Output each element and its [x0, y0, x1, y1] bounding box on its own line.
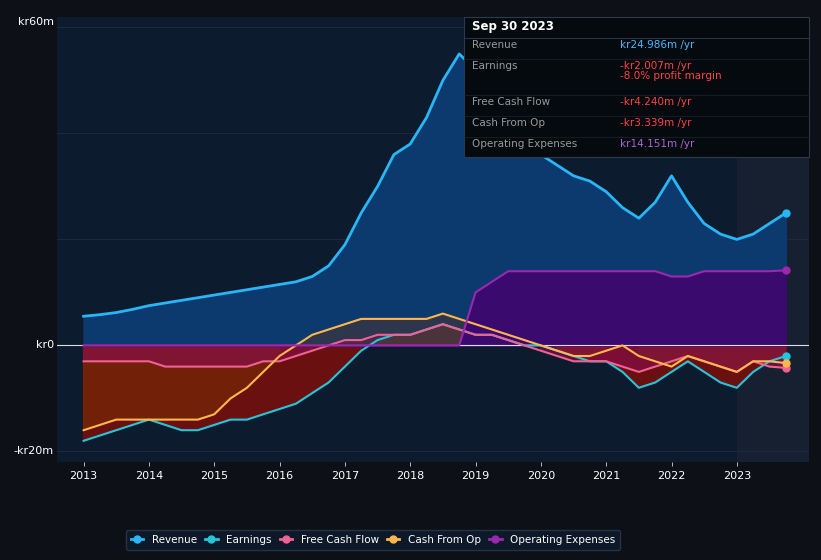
Point [779, 363, 792, 372]
Text: Sep 30 2023: Sep 30 2023 [472, 20, 554, 33]
Text: kr24.986m /yr: kr24.986m /yr [620, 40, 695, 50]
Text: Operating Expenses: Operating Expenses [472, 139, 577, 149]
Point [779, 208, 792, 217]
Text: kr14.151m /yr: kr14.151m /yr [620, 139, 695, 149]
Text: -kr3.339m /yr: -kr3.339m /yr [620, 118, 691, 128]
Bar [736, 17, 809, 462]
Point [779, 352, 792, 361]
Text: Free Cash Flow: Free Cash Flow [472, 97, 550, 108]
Text: kr60m: kr60m [18, 17, 53, 27]
Text: -kr4.240m /yr: -kr4.240m /yr [620, 97, 691, 108]
Text: -kr2.007m /yr: -kr2.007m /yr [620, 61, 691, 71]
Text: Earnings: Earnings [472, 61, 517, 71]
Point [779, 358, 792, 367]
Text: Revenue: Revenue [472, 40, 517, 50]
Text: -kr20m: -kr20m [14, 446, 53, 456]
Text: Cash From Op: Cash From Op [472, 118, 545, 128]
Legend: Revenue, Earnings, Free Cash Flow, Cash From Op, Operating Expenses: Revenue, Earnings, Free Cash Flow, Cash … [126, 530, 621, 550]
Point [779, 266, 792, 275]
Text: kr0: kr0 [35, 340, 53, 351]
Text: -8.0% profit margin: -8.0% profit margin [620, 71, 722, 81]
